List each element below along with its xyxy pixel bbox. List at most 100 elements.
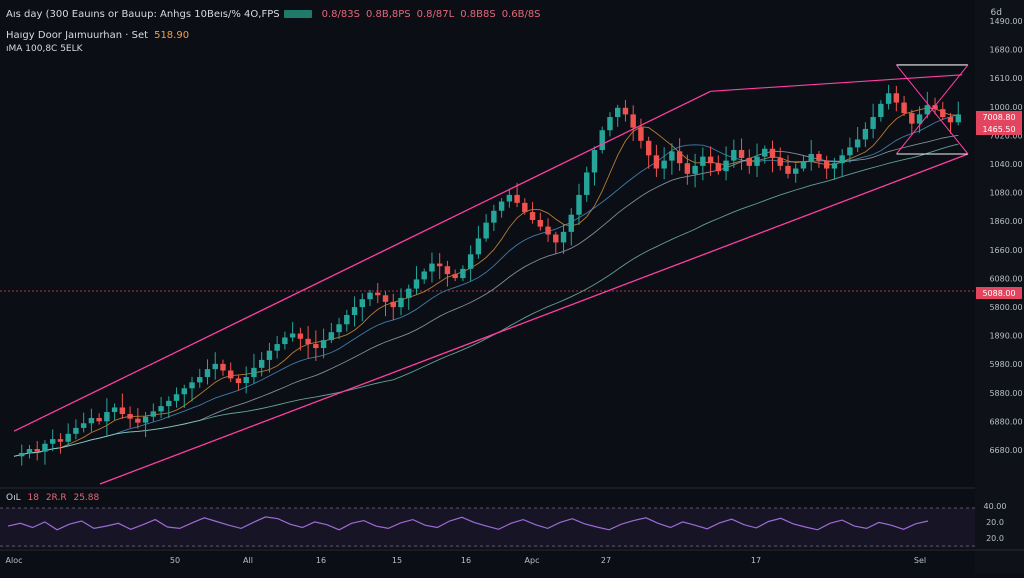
candle-body[interactable] [545, 226, 551, 235]
candle-body[interactable] [26, 449, 33, 453]
candle-body[interactable] [173, 394, 180, 401]
candle-body[interactable] [847, 147, 853, 156]
candle-body[interactable] [429, 263, 435, 272]
candle-body[interactable] [135, 418, 141, 423]
candle-body[interactable] [390, 301, 396, 308]
candle-body[interactable] [522, 202, 528, 213]
candle-body[interactable] [104, 412, 110, 422]
candle-body[interactable] [676, 151, 683, 164]
candle-body[interactable] [212, 363, 218, 370]
candle-body[interactable] [344, 315, 350, 325]
candle-body[interactable] [197, 377, 203, 383]
candle-body[interactable] [266, 350, 273, 360]
candle-body[interactable] [467, 254, 474, 269]
candle-body[interactable] [19, 452, 25, 457]
timeframe-pill[interactable] [283, 10, 312, 18]
candle-body[interactable] [220, 363, 226, 371]
candle-body[interactable] [622, 107, 629, 115]
candle-body[interactable] [351, 307, 358, 316]
candle-body[interactable] [498, 201, 505, 211]
candle-body[interactable] [746, 157, 752, 166]
indicator-label[interactable]: OıL [6, 493, 21, 503]
pattern-support-line[interactable] [99, 153, 969, 485]
candle-body[interactable] [831, 163, 838, 169]
candle-body[interactable] [80, 423, 87, 428]
candle-body[interactable] [909, 113, 915, 124]
candle-body[interactable] [862, 128, 869, 140]
candle-body[interactable] [630, 114, 636, 128]
candle-body[interactable] [591, 150, 598, 173]
candle-body[interactable] [576, 194, 582, 215]
candle-body[interactable] [406, 288, 412, 298]
candle-body[interactable] [359, 299, 366, 308]
candle-body[interactable] [715, 163, 722, 172]
candle-body[interactable] [669, 151, 675, 161]
candle-body[interactable] [127, 414, 133, 419]
candle-body[interactable] [119, 407, 126, 415]
candle-body[interactable] [560, 231, 567, 243]
candle-body[interactable] [754, 156, 760, 166]
symbol-title[interactable]: Aıs day (300 Eauıns or Bauup: Anhgs 10Be… [6, 9, 280, 20]
candle-body[interactable] [599, 130, 605, 151]
candle-body[interactable] [158, 406, 164, 412]
candle-body[interactable] [529, 212, 536, 220]
candle-body[interactable] [42, 443, 48, 452]
candle-body[interactable] [839, 155, 845, 164]
candle-body[interactable] [150, 411, 157, 417]
candle-body[interactable] [684, 163, 691, 174]
candle-body[interactable] [785, 165, 791, 174]
candle-body[interactable] [483, 222, 489, 239]
candle-body[interactable] [460, 268, 466, 279]
candle-body[interactable] [289, 333, 296, 338]
oscillator-line[interactable] [7, 516, 929, 531]
candle-body[interactable] [73, 427, 79, 434]
candle-body[interactable] [793, 168, 799, 174]
candle-body[interactable] [189, 382, 195, 389]
candle-body[interactable] [901, 102, 907, 114]
candle-body[interactable] [661, 160, 667, 169]
candle-body[interactable] [382, 295, 389, 302]
candle-body[interactable] [421, 271, 427, 280]
candle-body[interactable] [297, 333, 304, 339]
candle-body[interactable] [638, 127, 644, 141]
candle-body[interactable] [762, 148, 768, 157]
candle-body[interactable] [777, 157, 783, 166]
candle-body[interactable] [769, 148, 776, 158]
candle-body[interactable] [607, 117, 613, 131]
candle-body[interactable] [34, 449, 40, 452]
candle-body[interactable] [700, 156, 706, 166]
candle-body[interactable] [475, 238, 482, 255]
candle-body[interactable] [313, 344, 319, 349]
candle-body[interactable] [816, 154, 822, 161]
candle-body[interactable] [49, 439, 56, 444]
candle-body[interactable] [940, 109, 946, 118]
candle-body[interactable] [553, 234, 559, 243]
candle-body[interactable] [537, 220, 544, 227]
moving-average-50[interactable] [13, 143, 959, 457]
candle-body[interactable] [738, 150, 745, 158]
candle-body[interactable] [444, 266, 451, 275]
candle-body[interactable] [893, 93, 900, 103]
candle-body[interactable] [955, 114, 961, 123]
candle-body[interactable] [328, 332, 335, 341]
candle-body[interactable] [88, 418, 95, 424]
candle-body[interactable] [243, 377, 249, 384]
candle-body[interactable] [181, 388, 187, 395]
candle-body[interactable] [731, 150, 737, 161]
candle-body[interactable] [808, 154, 814, 162]
candle-body[interactable] [282, 337, 288, 345]
candle-body[interactable] [653, 155, 660, 169]
candle-body[interactable] [885, 93, 892, 104]
candle-body[interactable] [707, 156, 714, 164]
candle-body[interactable] [96, 418, 102, 422]
candle-body[interactable] [932, 105, 938, 110]
candle-body[interactable] [692, 165, 698, 174]
candle-body[interactable] [274, 344, 280, 351]
candle-body[interactable] [367, 292, 373, 300]
pattern-extension-line[interactable] [710, 74, 963, 92]
candle-body[interactable] [800, 161, 807, 169]
candle-body[interactable] [413, 279, 420, 289]
candle-body[interactable] [398, 297, 404, 308]
candle-body[interactable] [924, 105, 931, 115]
candle-body[interactable] [305, 338, 311, 345]
